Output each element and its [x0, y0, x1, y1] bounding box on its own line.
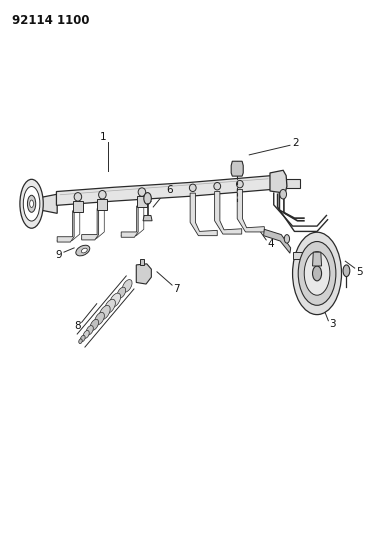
Text: 3: 3: [330, 319, 336, 329]
Polygon shape: [136, 264, 151, 284]
Ellipse shape: [94, 312, 104, 325]
Ellipse shape: [104, 299, 115, 313]
Polygon shape: [231, 161, 243, 176]
Polygon shape: [143, 215, 152, 221]
Ellipse shape: [343, 265, 350, 277]
Ellipse shape: [110, 293, 121, 308]
Ellipse shape: [122, 280, 132, 292]
Ellipse shape: [138, 188, 146, 196]
Text: 1: 1: [100, 132, 107, 142]
Ellipse shape: [214, 182, 221, 190]
Ellipse shape: [144, 192, 151, 204]
Ellipse shape: [30, 200, 34, 207]
Polygon shape: [82, 208, 99, 240]
Ellipse shape: [99, 305, 110, 320]
Text: 2: 2: [292, 138, 299, 148]
FancyBboxPatch shape: [98, 199, 107, 209]
FancyBboxPatch shape: [137, 196, 147, 207]
Text: 4: 4: [268, 239, 274, 248]
Polygon shape: [293, 252, 313, 259]
Ellipse shape: [280, 189, 287, 199]
Ellipse shape: [23, 187, 40, 221]
Ellipse shape: [81, 335, 85, 342]
Text: 7: 7: [173, 284, 180, 294]
Ellipse shape: [189, 184, 196, 191]
Ellipse shape: [83, 330, 89, 338]
Ellipse shape: [298, 241, 336, 305]
FancyBboxPatch shape: [73, 201, 83, 212]
Text: 6: 6: [166, 185, 173, 196]
Polygon shape: [270, 170, 287, 193]
Polygon shape: [57, 211, 74, 242]
Text: 8: 8: [74, 321, 81, 331]
Ellipse shape: [76, 245, 90, 256]
Polygon shape: [41, 194, 57, 213]
Ellipse shape: [304, 252, 330, 295]
Ellipse shape: [86, 326, 93, 335]
Polygon shape: [263, 229, 291, 253]
Polygon shape: [237, 189, 264, 232]
Text: 9: 9: [56, 251, 62, 260]
Polygon shape: [56, 175, 272, 205]
Ellipse shape: [237, 180, 243, 188]
Ellipse shape: [90, 319, 99, 330]
Polygon shape: [190, 193, 217, 236]
Polygon shape: [313, 252, 322, 266]
Text: 92114 1100: 92114 1100: [12, 14, 90, 27]
Polygon shape: [215, 191, 242, 234]
Ellipse shape: [20, 179, 43, 228]
Ellipse shape: [81, 248, 87, 253]
Ellipse shape: [293, 232, 342, 314]
Polygon shape: [286, 179, 300, 188]
Polygon shape: [121, 206, 138, 237]
Polygon shape: [140, 259, 144, 265]
Text: 5: 5: [356, 267, 363, 277]
Ellipse shape: [117, 287, 125, 298]
Ellipse shape: [74, 192, 82, 201]
Ellipse shape: [284, 235, 290, 243]
Ellipse shape: [99, 190, 106, 199]
Ellipse shape: [28, 195, 36, 212]
Ellipse shape: [313, 266, 322, 281]
Ellipse shape: [79, 339, 82, 344]
